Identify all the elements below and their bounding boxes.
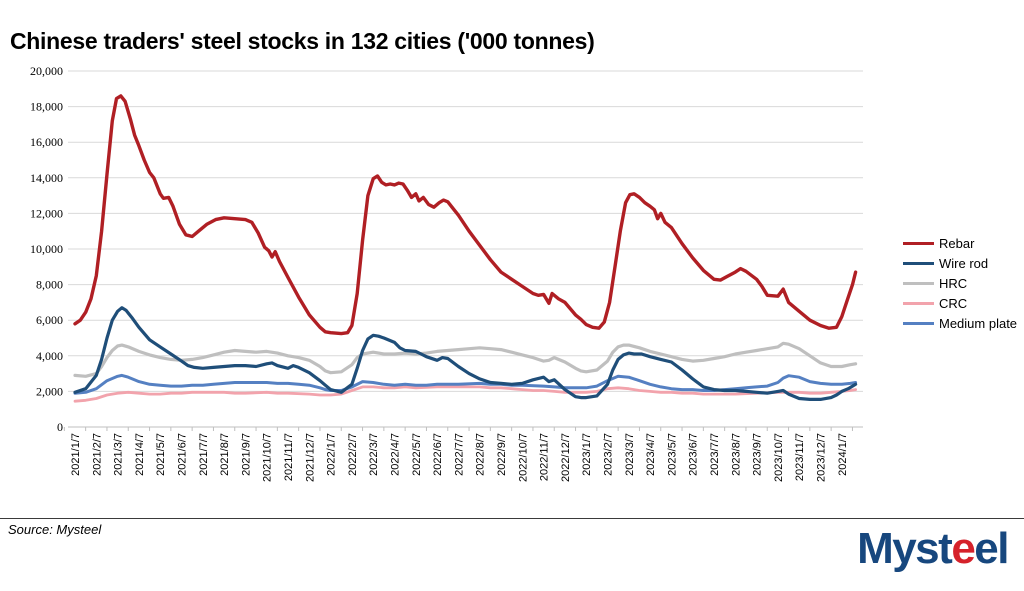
legend-label: Rebar [939, 235, 975, 251]
logo-text-suffix: el [974, 524, 1009, 573]
logo-red-e: e [951, 524, 975, 573]
legend-item-medium-plate: Medium plate [903, 313, 1017, 333]
legend-label: CRC [939, 295, 968, 311]
y-axis-tick-label: 14,000 [30, 171, 63, 185]
x-axis-tick-label: 2022/12/7 [560, 433, 572, 482]
x-axis-tick-label: 2022/9/7 [496, 433, 508, 476]
legend-swatch [903, 281, 934, 285]
x-axis-tick-label: 2021/2/7 [91, 433, 103, 476]
y-axis-tick-label: 8,000 [36, 278, 63, 292]
mysteel-logo: Mysteel [857, 521, 1009, 577]
x-axis-tick-label: 2023/3/7 [624, 433, 636, 476]
legend-label: Wire rod [939, 255, 989, 271]
x-axis-tick-label: 2023/2/7 [603, 433, 615, 476]
x-axis-tick-label: 2021/11/7 [283, 433, 295, 481]
series-line-crc [73, 385, 857, 403]
x-axis-tick-label: 2022/2/7 [347, 433, 359, 476]
x-axis-tick-label: 2021/12/7 [304, 433, 316, 482]
series-line-wire-rod [73, 306, 858, 401]
x-axis-tick-label: 2023/5/7 [666, 433, 678, 476]
x-axis-tick-label: 2021/9/7 [240, 433, 252, 476]
legend-swatch [903, 321, 934, 325]
x-axis-tick-label: 2021/5/7 [155, 433, 167, 476]
x-axis-tick-label: 2021/10/7 [262, 433, 274, 482]
x-axis-tick-label: 2021/3/7 [113, 433, 125, 476]
legend-item-hrc: HRC [903, 273, 1017, 293]
legend-swatch [903, 241, 934, 245]
x-axis-tick-label: 2023/6/7 [688, 433, 700, 476]
logo-text-prefix: Myst [857, 524, 953, 573]
series-line-hrc [73, 341, 858, 378]
x-axis-tick-label: 2022/5/7 [411, 433, 423, 476]
x-axis-tick-label: 2023/11/7 [794, 433, 806, 481]
y-axis-tick-label: 6,000 [36, 313, 63, 327]
x-axis-tick-label: 2021/1/7 [70, 433, 82, 476]
legend-item-wire-rod: Wire rod [903, 253, 1017, 273]
x-axis-tick-label: 2021/7/7 [198, 433, 210, 476]
legend-label: Medium plate [939, 315, 1018, 331]
x-axis-tick-label: 2022/8/7 [475, 433, 487, 476]
legend-swatch [903, 301, 934, 305]
x-axis-tick-label: 2022/4/7 [390, 433, 402, 476]
x-axis-tick-label: 2023/8/7 [730, 433, 742, 476]
x-axis-tick-label: 2022/10/7 [517, 433, 529, 482]
x-axis-tick-label: 2023/7/7 [709, 433, 721, 476]
x-axis-tick-label: 2023/10/7 [773, 433, 785, 482]
legend-label: HRC [939, 275, 968, 291]
x-axis-tick-label: 2023/12/7 [816, 433, 828, 482]
x-axis-tick-label: 2022/3/7 [368, 433, 380, 476]
x-axis-tick-label: 2022/6/7 [432, 433, 444, 476]
x-axis-tick-label: 2021/4/7 [134, 433, 146, 476]
y-axis-tick-label: 2,000 [36, 384, 63, 398]
chart-legend: Rebar Wire rod HRC CRC Medium plate [903, 233, 1017, 333]
x-axis-tick-label: 2023/1/7 [581, 433, 593, 476]
source-note: Source: Mysteel [8, 522, 102, 537]
y-axis-tick-label: 12,000 [30, 206, 63, 220]
x-axis-tick-label: 2024/1/7 [837, 433, 849, 476]
y-axis-tick-label: 4,000 [36, 349, 63, 363]
x-axis-tick-label: 2022/1/7 [326, 433, 338, 476]
footer-divider [0, 518, 1024, 519]
y-axis-tick-label: 10,000 [30, 242, 63, 256]
x-axis-tick-label: 2023/4/7 [645, 433, 657, 476]
x-axis-tick-label: 2021/6/7 [177, 433, 189, 476]
x-axis-tick-label: 2023/9/7 [752, 433, 764, 476]
y-axis-tick-label: 16,000 [30, 135, 63, 149]
y-axis-tick-label: 18,000 [30, 100, 63, 114]
y-axis-tick-label: 0 [57, 420, 63, 434]
series-line-rebar [73, 94, 858, 336]
legend-swatch [903, 261, 934, 265]
x-axis-tick-label: 2021/8/7 [219, 433, 231, 476]
x-axis-tick-label: 2022/11/7 [539, 433, 551, 481]
legend-item-crc: CRC [903, 293, 1017, 313]
y-axis-tick-label: 20,000 [30, 64, 63, 78]
legend-item-rebar: Rebar [903, 233, 1017, 253]
chart-title: Chinese traders' steel stocks in 132 cit… [10, 28, 595, 54]
series-line-medium-plate [73, 373, 858, 395]
x-axis-tick-label: 2022/7/7 [453, 433, 465, 476]
